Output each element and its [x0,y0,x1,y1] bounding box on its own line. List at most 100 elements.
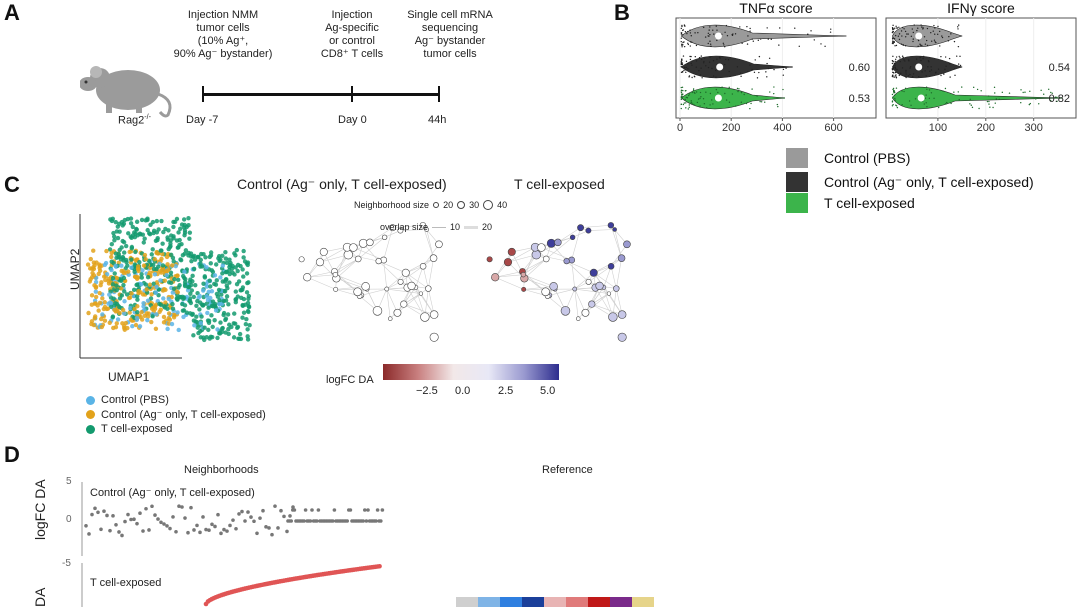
violin-point [725,58,727,61]
violin-point [746,25,748,28]
violin-point [807,33,809,35]
violin-point [921,44,923,47]
umap-point [194,314,199,319]
violin-point [894,97,896,100]
d-point [183,516,187,520]
violin-point [957,24,960,26]
violin-annotation: 0.82 [1049,93,1070,105]
d-point [180,505,184,509]
violin-point [746,43,749,45]
violin-point [895,74,897,76]
violin-point [694,32,696,34]
violin-point [779,27,781,29]
d-point [108,528,112,533]
graph-edge [523,286,554,290]
violin-point [685,102,687,104]
umap-plot [79,214,252,359]
violin-title: TNFα score [739,0,813,16]
umap-point [223,256,229,261]
d-point [144,506,148,511]
umap-point [151,230,156,236]
graph-node [381,234,388,240]
violin-point [764,101,766,103]
violin-point [898,38,901,41]
violin-point [895,105,898,107]
d-point [380,508,385,512]
umap-point [123,243,129,249]
violin-point [681,58,683,60]
violin-point [743,93,745,96]
violin-point [766,27,768,29]
violin-point [893,28,895,30]
umap-point [132,262,137,267]
panel-letter-d: D [4,442,20,467]
violin-point [988,100,990,103]
reference-swatch [588,597,610,607]
umap-point [114,321,119,326]
violin-point [705,65,707,67]
violin-point [1028,103,1031,106]
umap-point [152,257,158,262]
violin-point [690,35,692,37]
timeline-step-text: Injection NMM tumor cells (10% Ag⁺, 90% … [173,9,273,60]
violin-point [683,102,686,104]
violin-point [749,64,751,66]
violin-point [957,63,960,65]
d-point [213,524,217,529]
umap-point [112,271,117,276]
d-point [377,563,382,569]
violin-point [767,67,770,70]
umap-point [192,323,197,328]
d-point [234,526,238,531]
umap-point [241,274,246,279]
violin-point [758,71,760,74]
umap-point [244,316,249,322]
umap-point [232,311,237,316]
umap-point [191,294,197,300]
d-point [99,527,103,532]
umap-point [154,284,159,290]
umap-point [123,320,129,326]
umap-point [88,256,93,262]
umap-point [241,255,246,260]
umap-point [212,281,217,287]
d-point [156,517,160,521]
d-point [138,511,142,516]
median-point [917,94,925,102]
umap-point [121,282,126,288]
violin-point [903,28,905,30]
umap-point [234,247,240,253]
umap-point [168,241,173,246]
umap-point [147,270,153,275]
umap-point [110,216,115,222]
reference-swatch [566,597,588,607]
violin-point [747,35,749,37]
umap-point [210,324,215,330]
umap-point [197,293,202,299]
umap-point [111,325,116,331]
d-point [93,506,97,511]
violin-point [777,105,779,108]
violin-point [681,93,684,95]
umap-point [245,327,250,332]
graph-edge [335,274,366,287]
violin-point [944,87,947,90]
umap-point [141,240,146,245]
graph-edge [524,258,547,279]
umap-point [236,279,242,284]
violin-point [893,40,895,43]
umap-point [99,324,105,330]
umap-point [91,273,97,278]
umap-point [161,314,167,320]
d-ylabel: logFC DA [32,479,48,540]
umap-point [165,268,170,273]
graph-node [595,281,604,291]
violin-point [734,33,737,35]
graph-edge [400,266,424,283]
legend-dot [86,410,95,419]
graph-edge [546,237,573,260]
umap-point [170,301,175,307]
graph-node [486,256,493,263]
umap-point [240,267,245,272]
violin-point [959,55,961,58]
